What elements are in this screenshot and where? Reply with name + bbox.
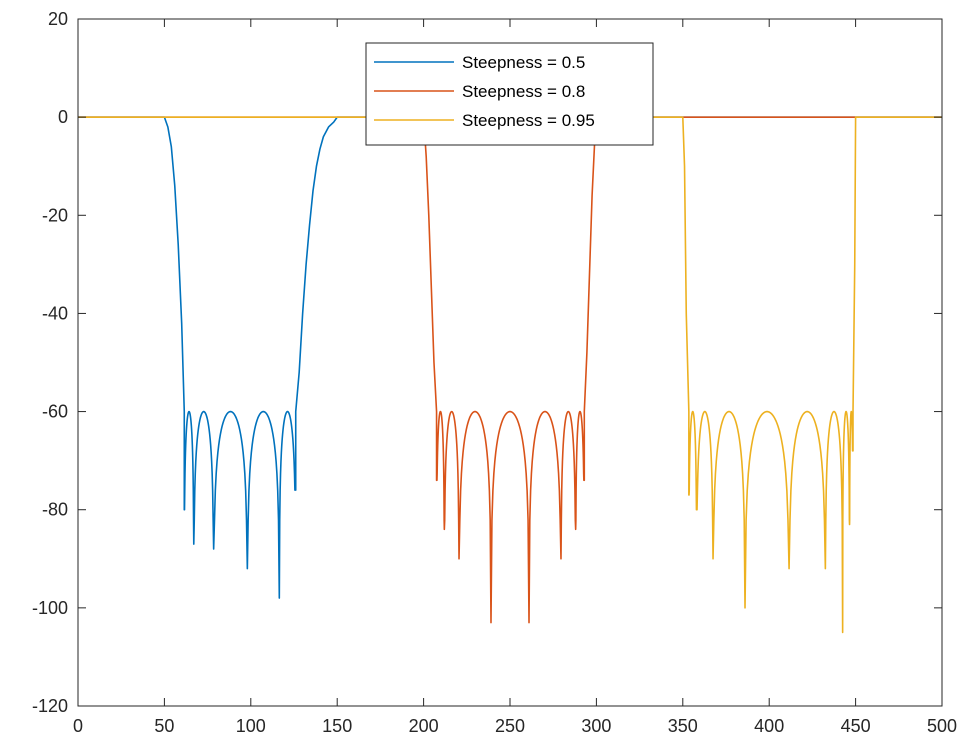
y-tick-label: -80 [42, 500, 68, 520]
y-tick-label: -60 [42, 402, 68, 422]
y-tick-label: -120 [32, 696, 68, 716]
y-tick-label: -40 [42, 303, 68, 323]
x-tick-label: 250 [495, 716, 525, 736]
x-tick-label: 500 [927, 716, 957, 736]
legend: Steepness = 0.5 Steepness = 0.8 Steepness … [365, 42, 654, 146]
series-layer [78, 116, 942, 634]
y-tick-label: -100 [32, 598, 68, 618]
x-tick-label: 450 [841, 716, 871, 736]
legend-label-2: Steepness = 0.8 [462, 82, 585, 101]
y-tick-label: 0 [58, 107, 68, 127]
legend-label-3: Steepness = 0.95 [462, 111, 595, 130]
y-tick-label: 20 [48, 9, 68, 29]
x-tick-label: 0 [73, 716, 83, 736]
x-tick-label: 350 [668, 716, 698, 736]
x-tick-label: 400 [754, 716, 784, 736]
y-tick-label: -20 [42, 205, 68, 225]
legend-box [365, 42, 654, 146]
x-tick-label: 150 [322, 716, 352, 736]
legend-label-1: Steepness = 0.5 [462, 53, 585, 72]
ticks-layer: 0 50 100 150 200 250 300 350 400 450 500200-20-40-… [32, 9, 957, 736]
x-tick-label: 300 [581, 716, 611, 736]
series-line-3 [78, 116, 942, 634]
x-tick-label: 200 [409, 716, 439, 736]
series-line-2 [78, 116, 942, 624]
series-line-1 [78, 116, 942, 599]
x-tick-label: 100 [236, 716, 266, 736]
x-tick-label: 50 [154, 716, 174, 736]
